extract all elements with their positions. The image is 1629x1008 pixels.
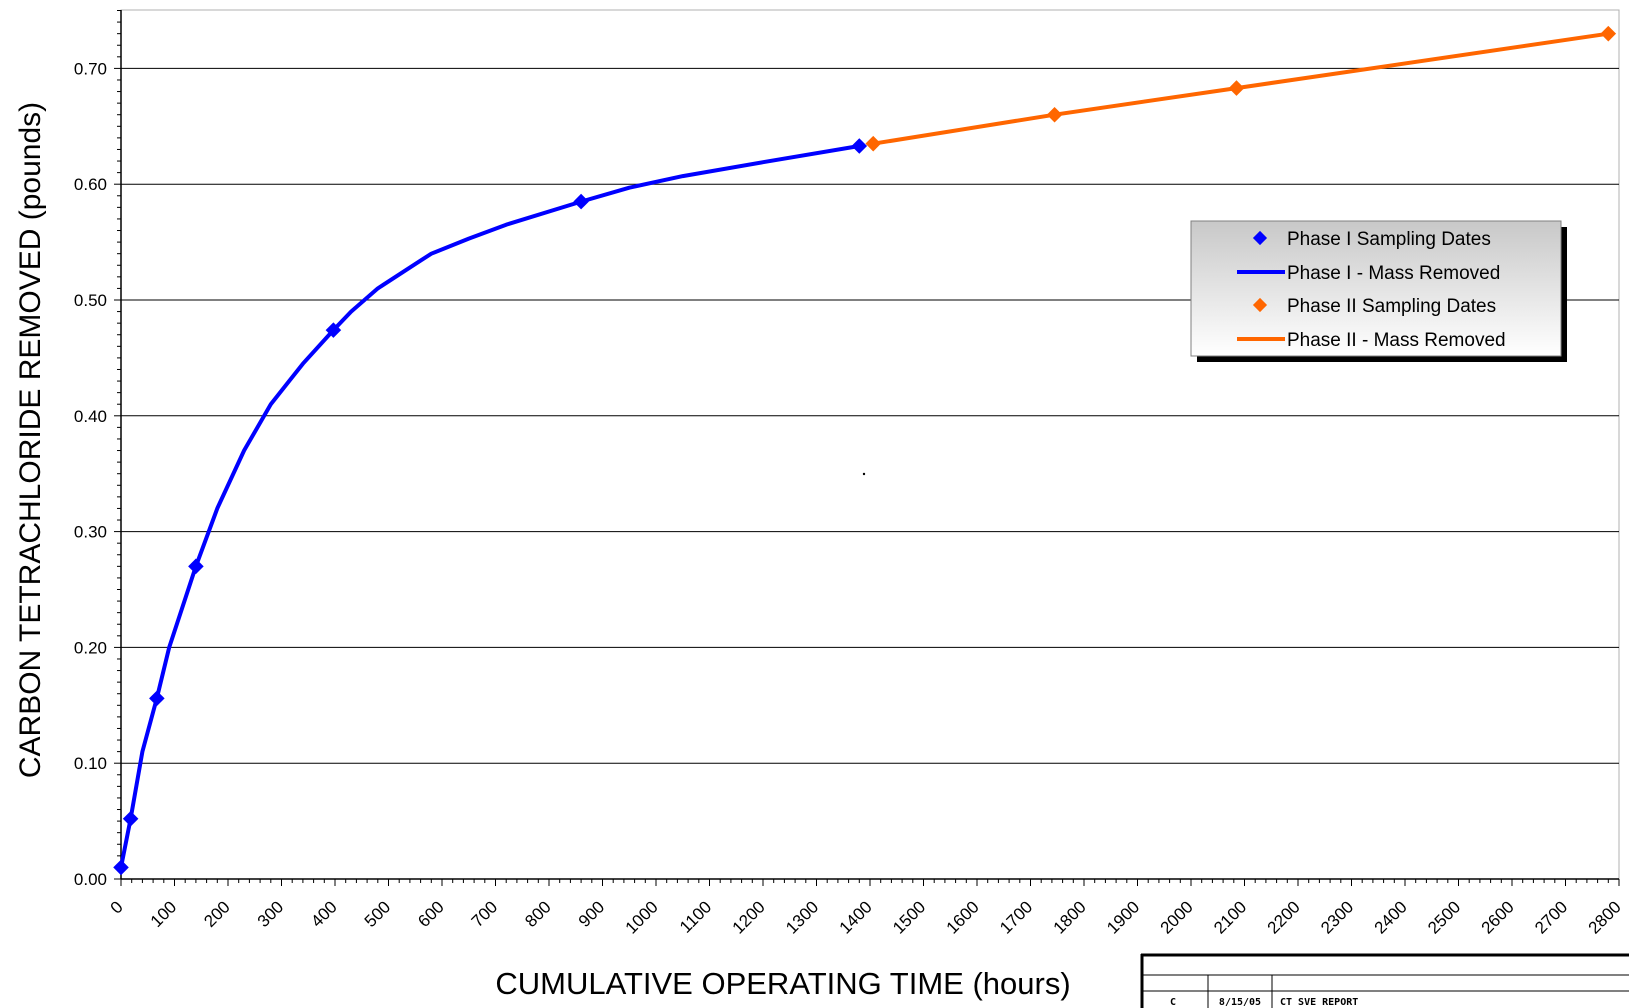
data-point-0	[573, 193, 589, 210]
data-point-2	[1600, 25, 1617, 42]
y-tick-label: 0.20	[74, 638, 107, 657]
y-axis: 0.00 0.10 0.20 0.30 0.40 0.50 0.60 0.70	[74, 10, 122, 889]
data-point-2	[865, 135, 881, 152]
legend-label: Phase II - Mass Removed	[1287, 330, 1506, 351]
y-tick-label: 0.60	[74, 175, 107, 194]
stray-dot	[862, 472, 866, 476]
legend-item-phase2-mass: Phase II - Mass Removed	[1237, 330, 1506, 351]
data-point-0	[122, 811, 139, 827]
legend-item-phase1-sampling: Phase I Sampling Dates	[1252, 229, 1491, 250]
y-tick-label: 0.70	[74, 59, 107, 78]
y-axis-title: CARBON TETRACHLORIDE REMOVED (pounds)	[14, 102, 47, 778]
data-point-0	[851, 138, 868, 154]
title-block-revision: C	[1170, 997, 1176, 1008]
data-point-0	[188, 558, 204, 575]
x-axis-title: CUMULATIVE OPERATING TIME (hours)	[495, 966, 1070, 1001]
series-line-1	[119, 144, 862, 870]
y-tick-label: 0.00	[74, 870, 107, 889]
phase1-marker-icon	[1252, 230, 1268, 246]
legend-label: Phase I - Mass Removed	[1287, 263, 1500, 284]
y-tick-label: 0.30	[74, 523, 107, 542]
data-point-2	[1046, 106, 1063, 123]
title-block-date: 8/15/05	[1219, 997, 1261, 1008]
title-block-description: CT SVE REPORT	[1280, 997, 1358, 1008]
title-block: C 8/15/05 CT SVE REPORT	[1140, 953, 1629, 1008]
phase2-marker-icon	[1252, 297, 1268, 313]
legend-label: Phase I Sampling Dates	[1287, 229, 1491, 250]
legend-item-phase1-mass: Phase I - Mass Removed	[1237, 263, 1500, 284]
data-point-2	[1228, 80, 1245, 96]
legend-item-phase2-sampling: Phase II Sampling Dates	[1252, 296, 1496, 317]
legend-label: Phase II Sampling Dates	[1287, 296, 1496, 317]
y-tick-label: 0.40	[74, 407, 107, 426]
y-tick-label: 0.10	[74, 754, 107, 773]
legend: Phase I Sampling Dates Phase I - Mass Re…	[1190, 220, 1567, 362]
series-line-3	[871, 31, 1611, 146]
y-tick-label: 0.50	[74, 291, 107, 310]
data-point-0	[149, 690, 165, 707]
